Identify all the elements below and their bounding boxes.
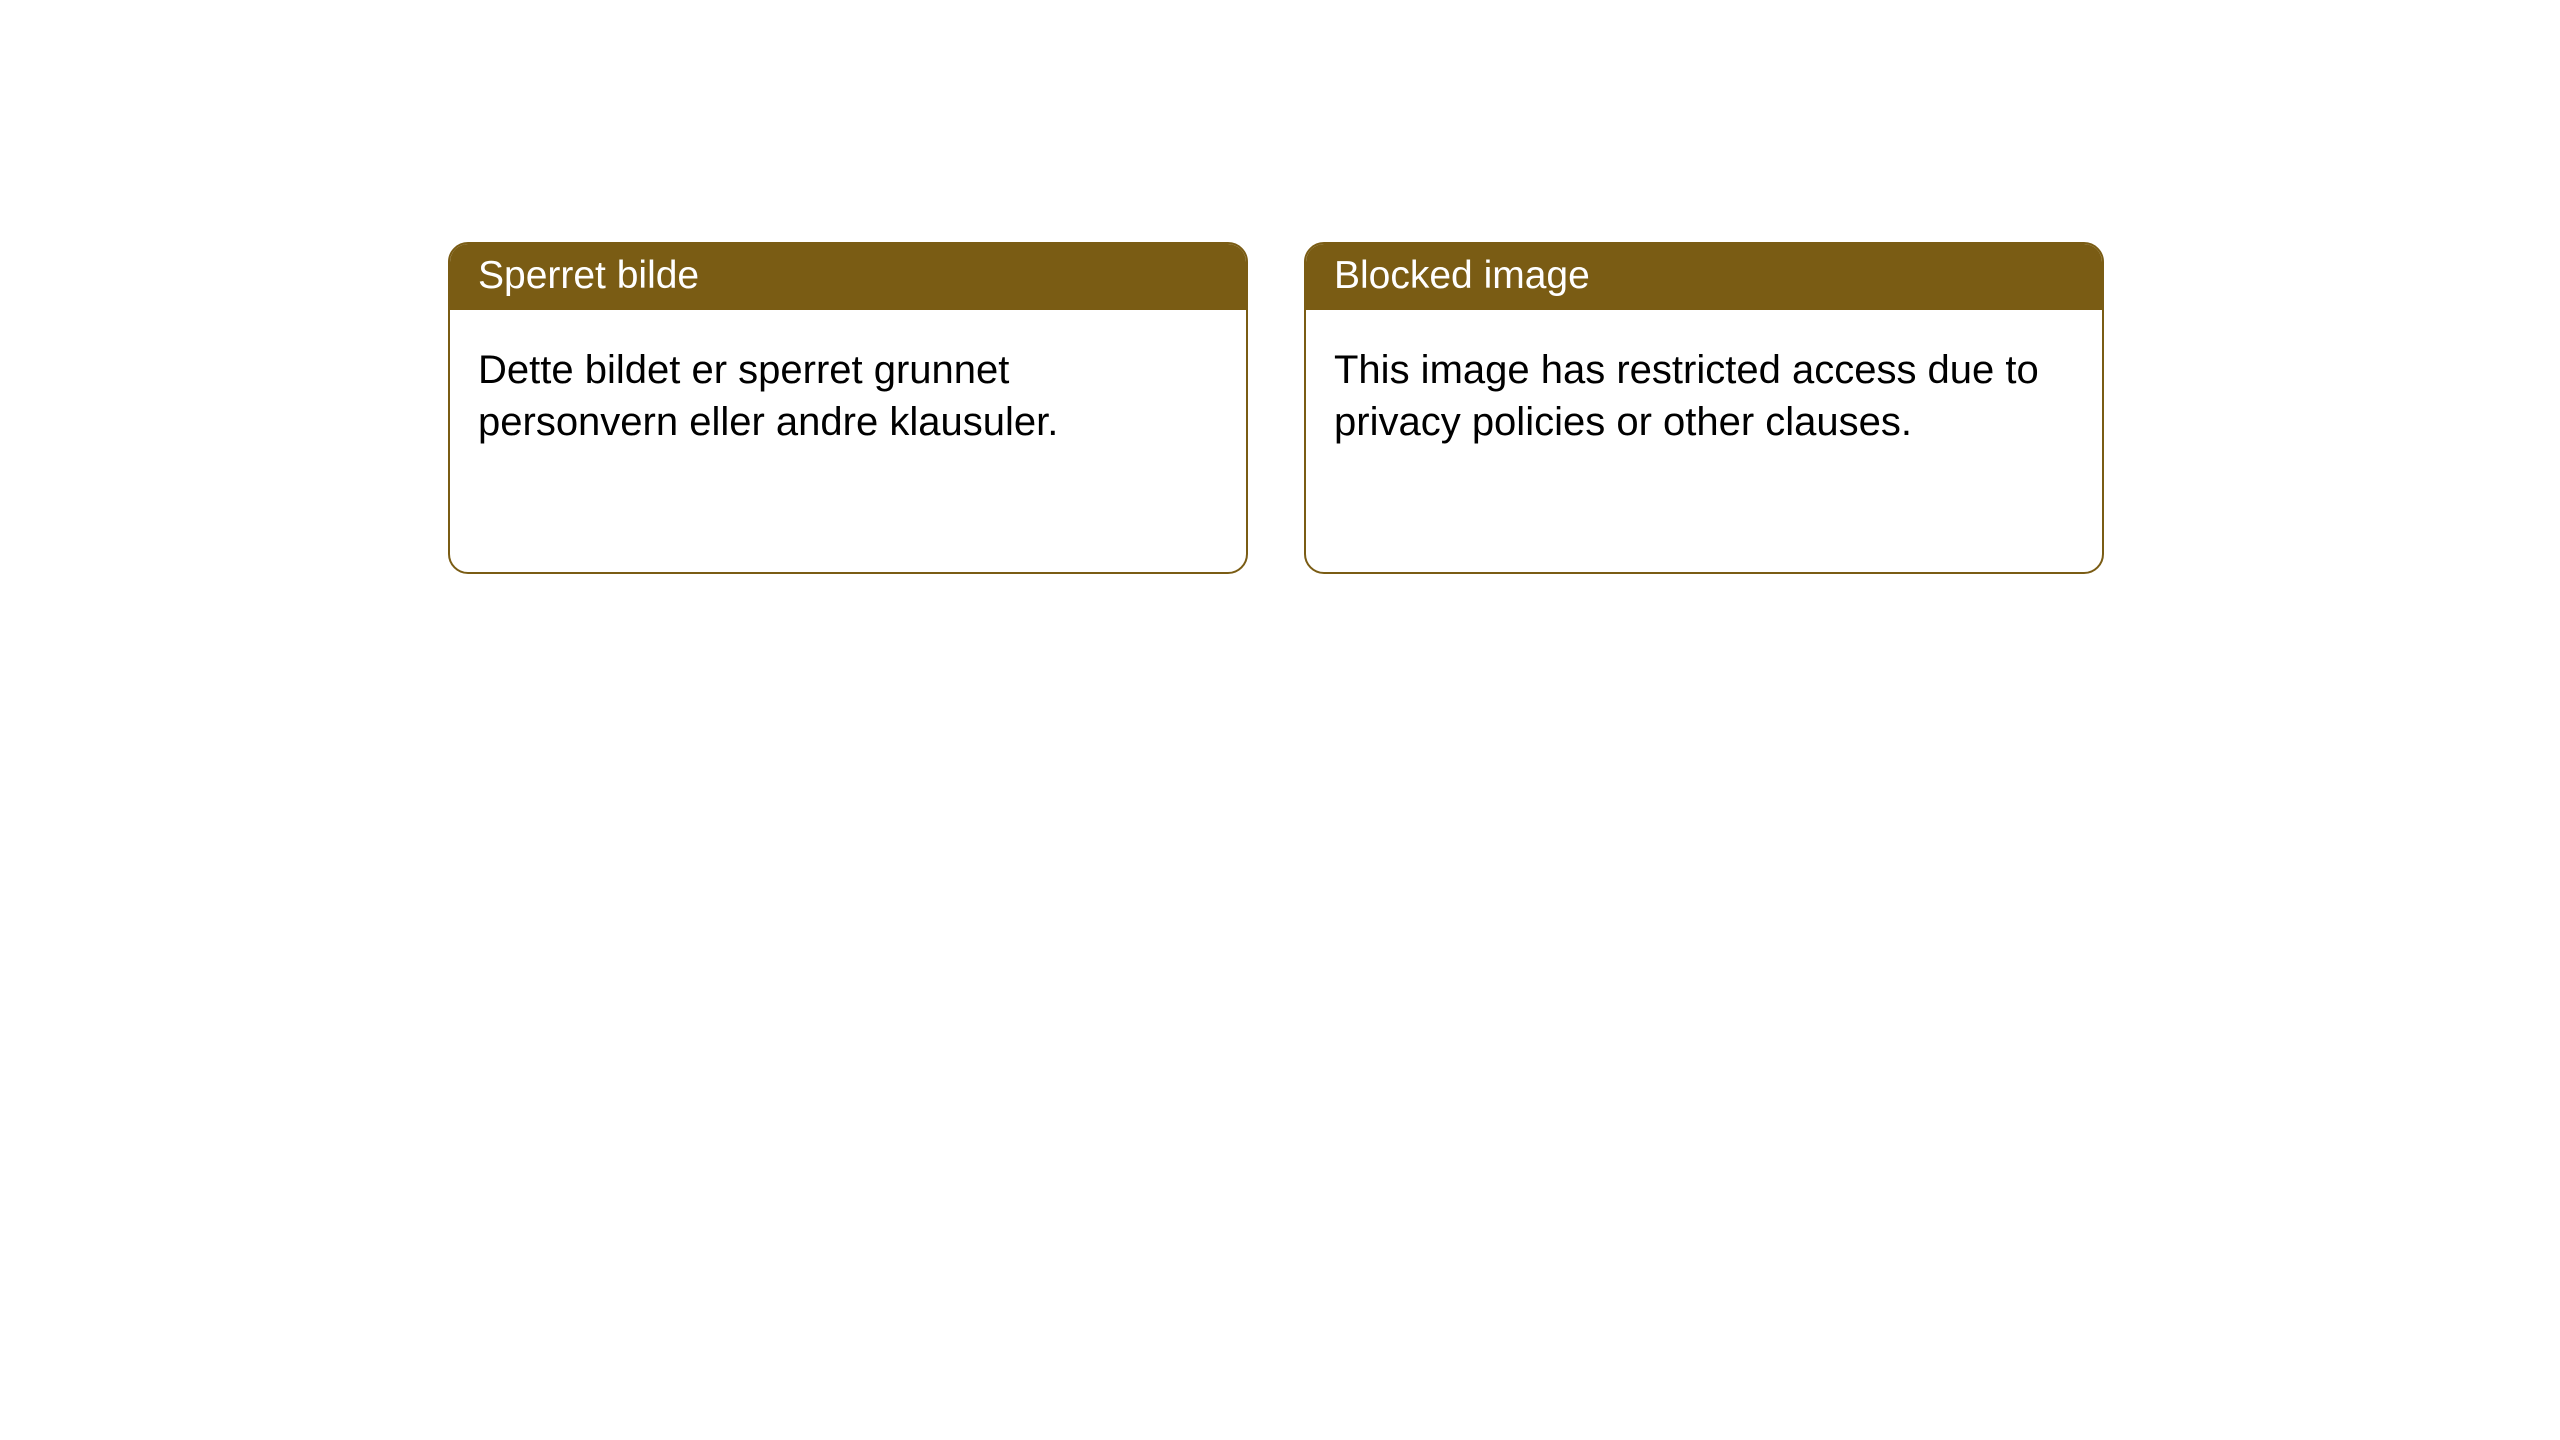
notice-card-norwegian: Sperret bilde Dette bildet er sperret gr… (448, 242, 1248, 574)
notice-container: Sperret bilde Dette bildet er sperret gr… (448, 242, 2104, 574)
card-message: Dette bildet er sperret grunnet personve… (478, 348, 1058, 444)
card-title: Sperret bilde (478, 254, 699, 297)
card-body: Dette bildet er sperret grunnet personve… (450, 310, 1246, 476)
notice-card-english: Blocked image This image has restricted … (1304, 242, 2104, 574)
card-header: Sperret bilde (450, 244, 1246, 310)
card-header: Blocked image (1306, 244, 2102, 310)
card-body: This image has restricted access due to … (1306, 310, 2102, 476)
card-message: This image has restricted access due to … (1334, 348, 2039, 444)
card-title: Blocked image (1334, 254, 1590, 297)
